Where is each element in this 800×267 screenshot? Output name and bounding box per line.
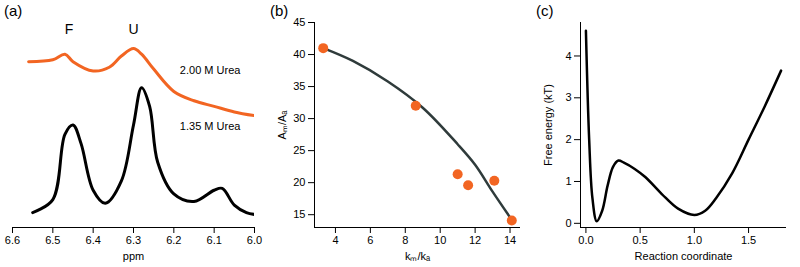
svg-text:6.4: 6.4	[86, 234, 101, 246]
svg-text:2.00 M Urea: 2.00 M Urea	[180, 64, 241, 76]
svg-text:Aₘ/Aₐ: Aₘ/Aₐ	[276, 110, 288, 140]
svg-text:6.0: 6.0	[247, 234, 262, 246]
svg-text:6.1: 6.1	[207, 234, 222, 246]
svg-text:ppm: ppm	[123, 250, 144, 262]
svg-text:14: 14	[504, 234, 516, 246]
svg-text:6.6: 6.6	[5, 234, 20, 246]
svg-text:20: 20	[293, 176, 305, 188]
svg-text:25: 25	[293, 144, 305, 156]
svg-text:15: 15	[293, 208, 305, 220]
svg-text:U: U	[128, 21, 138, 37]
html-text:(c): (c)	[536, 2, 554, 19]
svg-text:0.0: 0.0	[578, 234, 593, 246]
svg-text:4: 4	[565, 49, 571, 61]
svg-text:3: 3	[565, 91, 571, 103]
svg-text:40: 40	[293, 48, 305, 60]
svg-text:4: 4	[332, 234, 338, 246]
svg-text:1.35 M Urea: 1.35 M Urea	[180, 120, 241, 132]
svg-text:30: 30	[293, 112, 305, 124]
svg-text:2: 2	[565, 133, 571, 145]
svg-text:6.5: 6.5	[45, 234, 60, 246]
svg-text:kₘ/kₐ: kₘ/kₐ	[405, 250, 431, 262]
svg-text:8: 8	[402, 234, 408, 246]
svg-text:0.5: 0.5	[632, 234, 647, 246]
svg-text:6.2: 6.2	[166, 234, 181, 246]
svg-text:Reaction coordinate: Reaction coordinate	[635, 250, 733, 262]
svg-text:1.0: 1.0	[687, 234, 702, 246]
svg-text:35: 35	[293, 80, 305, 92]
html-text:(b): (b)	[270, 2, 289, 19]
svg-text:0: 0	[565, 217, 571, 229]
svg-text:6.3: 6.3	[126, 234, 141, 246]
svg-text:F: F	[65, 21, 74, 37]
svg-text:1.5: 1.5	[741, 234, 756, 246]
svg-text:10: 10	[434, 234, 446, 246]
svg-text:45: 45	[293, 16, 305, 28]
html-text:(a): (a)	[4, 2, 23, 19]
svg-text:12: 12	[469, 234, 481, 246]
svg-text:6: 6	[367, 234, 373, 246]
svg-text:Free energy (kT): Free energy (kT)	[542, 84, 554, 166]
svg-text:1: 1	[565, 175, 571, 187]
